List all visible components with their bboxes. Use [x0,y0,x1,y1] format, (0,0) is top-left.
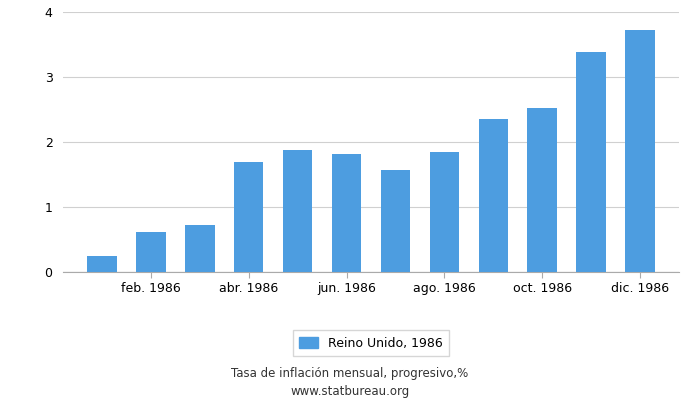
Text: Tasa de inflación mensual, progresivo,%: Tasa de inflación mensual, progresivo,% [232,368,468,380]
Bar [136,232,166,272]
Bar [625,30,654,272]
Legend: Reino Unido, 1986: Reino Unido, 1986 [293,330,449,356]
Bar [186,224,215,272]
Bar [527,108,556,272]
Bar [381,170,410,272]
Bar [430,152,459,272]
Bar [234,162,263,272]
Bar [576,52,606,272]
Bar [88,256,117,272]
Bar [332,154,361,272]
Text: www.statbureau.org: www.statbureau.org [290,386,410,398]
Bar [479,119,508,272]
Bar [283,150,312,272]
